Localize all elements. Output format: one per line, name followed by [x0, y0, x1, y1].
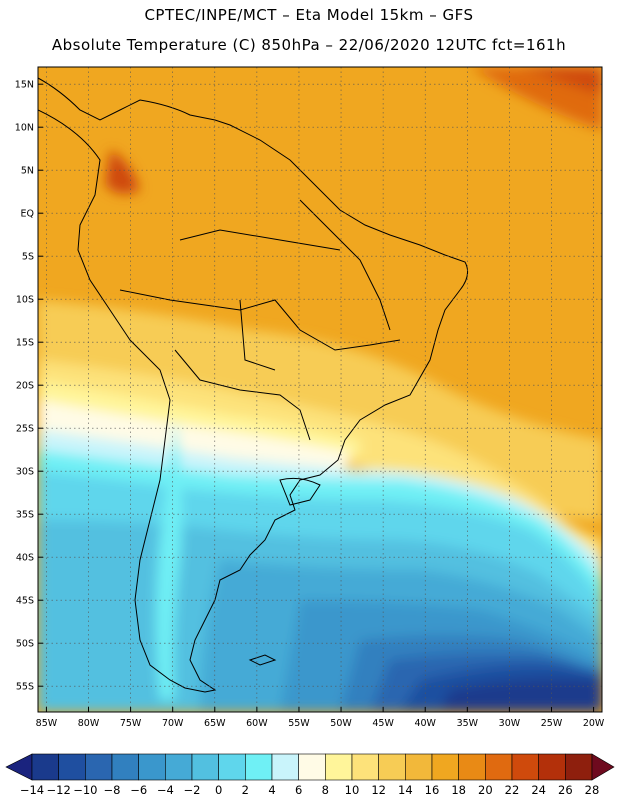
colorbar-swatch: [565, 753, 593, 781]
lat-tick-label: 30S: [16, 467, 34, 478]
colorbar-swatch: [485, 753, 513, 781]
lon-tick-label: 25W: [541, 718, 563, 729]
map-border: [37, 66, 603, 713]
lon-tick-label: 40W: [414, 718, 436, 729]
colorbar-swatch: [85, 753, 113, 781]
lat-tick-label: EQ: [21, 209, 34, 220]
lat-tick-label: 10N: [15, 123, 34, 134]
colorbar-label: −2: [184, 783, 201, 797]
colorbar-label: −6: [130, 783, 147, 797]
colorbar-left-arrow: [5, 753, 33, 781]
colorbar-label: 26: [558, 783, 573, 797]
colorbar-swatch: [351, 753, 379, 781]
lat-tick-label: 5S: [22, 252, 34, 263]
colorbar-label: −4: [157, 783, 174, 797]
lat-tick-label: 40S: [16, 553, 34, 564]
lon-tick-label: 70W: [162, 718, 184, 729]
lon-tick-label: 55W: [288, 718, 310, 729]
lon-tick-label: 65W: [204, 718, 226, 729]
colorbar-swatch: [165, 753, 193, 781]
lon-tick-label: 75W: [120, 718, 142, 729]
colorbar-swatch: [245, 753, 273, 781]
lat-tick-label: 5N: [21, 166, 34, 177]
title-line-2: Absolute Temperature (C) 850hPa – 22/06/…: [51, 36, 567, 54]
lat-tick-label: 25S: [16, 424, 34, 435]
colorbar-swatch: [58, 753, 86, 781]
lon-tick-label: 35W: [457, 718, 479, 729]
lon-tick-label: 60W: [246, 718, 268, 729]
temperature-field: [38, 67, 602, 712]
lat-tick-label: 55S: [16, 682, 34, 693]
colorbar-swatch: [458, 753, 486, 781]
coastline: [38, 77, 469, 693]
colorbar-swatch: [405, 753, 433, 781]
lat-tick-label: 45S: [16, 596, 34, 607]
lon-tick-label: 85W: [36, 718, 58, 729]
lon-tick-label: 80W: [78, 718, 100, 729]
colorbar: −14 −12 −10 −8 −6 −4 −2 0 2 4 6 8 10 12 14 16 18 20 22 24 26…: [5, 753, 615, 797]
lon-tick-label: 20W: [583, 718, 605, 729]
colorbar-swatch: [325, 753, 353, 781]
latitude-axis: 15N 10N 5N EQ 5S 10S 15S 20S 25S 30S 35S 40S 45S 50S 5…: [15, 80, 43, 693]
colorbar-label: 24: [531, 783, 546, 797]
colorbar-label: 12: [371, 783, 386, 797]
colorbar-label: 20: [478, 783, 493, 797]
colorbar-label: 2: [242, 783, 249, 797]
lat-tick-label: 15N: [15, 80, 34, 91]
colorbar-label: 16: [425, 783, 440, 797]
colorbar-swatch: [271, 753, 299, 781]
colorbar-label: 28: [585, 783, 600, 797]
colorbar-right-arrow: [591, 753, 615, 781]
colorbar-label: −14: [20, 783, 44, 797]
colorbar-label: 0: [215, 783, 222, 797]
colorbar-label: 22: [505, 783, 520, 797]
colorbar-swatch: [111, 753, 139, 781]
colorbar-label: 10: [345, 783, 360, 797]
colorbar-swatch: [31, 753, 59, 781]
colorbar-label: −12: [47, 783, 71, 797]
colorbar-label: 4: [268, 783, 275, 797]
lat-tick-label: 20S: [16, 381, 34, 392]
lon-tick-label: 45W: [372, 718, 394, 729]
lon-tick-label: 50W: [330, 718, 352, 729]
colorbar-swatch: [538, 753, 566, 781]
longitude-axis: 85W 80W 75W 70W 65W 60W 55W 50W 45W 40W 35W 30W 25W 2…: [36, 707, 605, 729]
colorbar-swatch: [138, 753, 166, 781]
lat-tick-label: 35S: [16, 510, 34, 521]
colorbar-label: 14: [398, 783, 413, 797]
colorbar-swatch: [431, 753, 459, 781]
colorbar-label: 18: [451, 783, 466, 797]
colorbar-swatch: [511, 753, 539, 781]
lat-tick-label: 10S: [16, 295, 34, 306]
title-line-1: CPTEC/INPE/MCT – Eta Model 15km – GFS: [144, 6, 474, 24]
colorbar-label: 6: [295, 783, 302, 797]
lat-tick-label: 50S: [16, 639, 34, 650]
colorbar-label: 8: [322, 783, 329, 797]
colorbar-swatch: [298, 753, 326, 781]
colorbar-swatch: [218, 753, 246, 781]
colorbar-label: −8: [104, 783, 121, 797]
colorbar-swatch: [378, 753, 406, 781]
lat-tick-label: 15S: [16, 338, 34, 349]
colorbar-label: −10: [73, 783, 97, 797]
lon-tick-label: 30W: [499, 718, 521, 729]
colorbar-swatch: [191, 753, 219, 781]
